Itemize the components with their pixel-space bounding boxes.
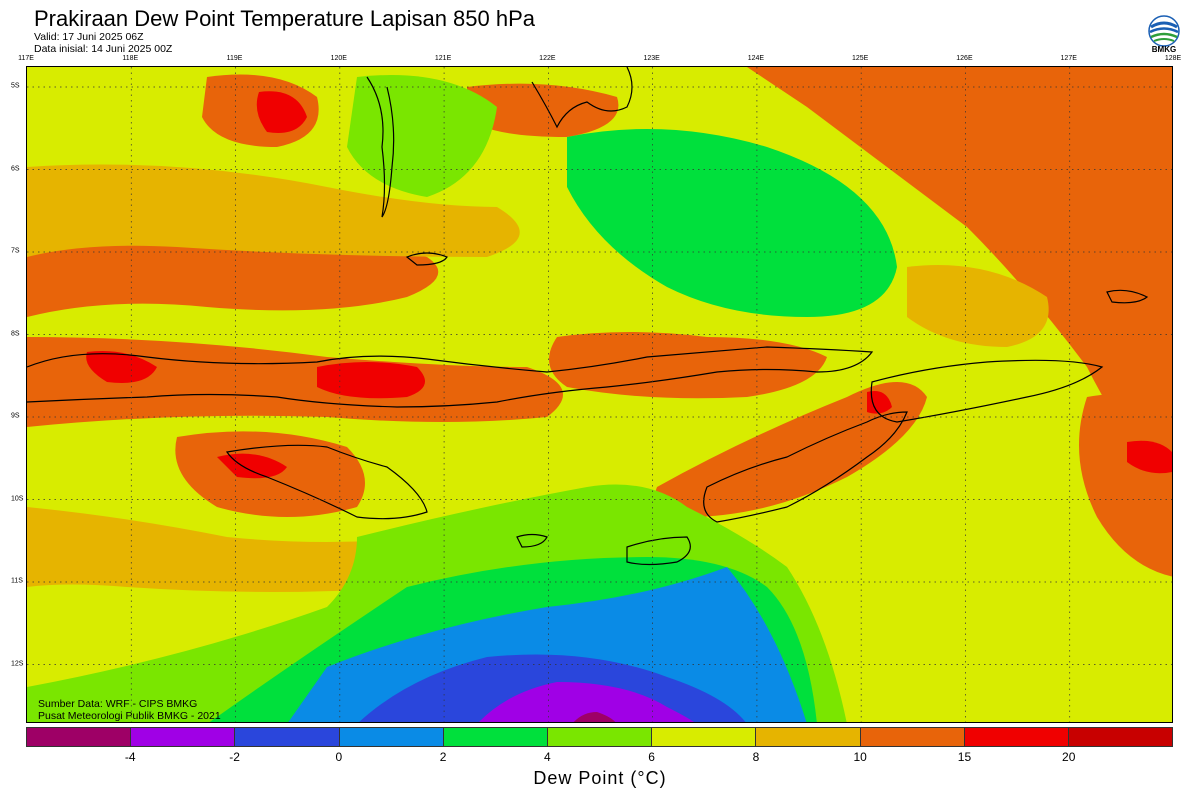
lon-tick-label: 127E [1060,55,1077,62]
legend-tick-label: 0 [335,750,343,764]
field-red-1 [256,91,307,133]
legend-swatch [131,728,236,746]
lat-tick-label: 10S [11,495,24,502]
color-legend-bar [26,727,1173,747]
lon-tick-label: 125E [851,55,869,62]
lat-tick-label: 11S [11,577,23,585]
lat-tick-label: 6S [11,165,20,172]
flores-coast [27,346,874,408]
lat-tick-label: 12S [11,660,24,667]
sumba-coast [225,444,428,520]
lon-tick-label: 126E [956,55,973,62]
field-amber-3 [907,265,1049,347]
sulawesi-coast [366,76,395,218]
legend-swatch [443,728,548,746]
legend-tick-label: 10 [853,750,867,764]
map-title: Prakiraan Dew Point Temperature Lapisan … [34,6,536,31]
lon-tick-label: 124E [747,55,765,62]
lon-tick-label: 128E [1164,55,1182,62]
field-red-2 [317,362,425,399]
legend-tick-label: 15 [957,750,972,764]
field-orange-top [467,83,619,137]
wetar-coast [870,359,1104,423]
lon-tick-label: 122E [539,55,556,62]
lat-tick-label: 9S [11,412,20,420]
timor-coast [703,411,908,523]
legend-label: Dew Point (°C) [533,768,667,788]
graticule [27,67,1172,722]
lon-tick-label: 117E [18,55,34,62]
legend-swatch [235,728,340,746]
field-magenta [573,712,616,722]
savu-coast [516,533,548,548]
legend-swatch [547,728,653,746]
selayar-coast [405,252,448,266]
lat-tick-label: 5S [11,82,20,90]
legend-tick-label: 8 [752,750,760,764]
legend-tick-label: -2 [229,750,240,764]
coastlines [27,67,1149,566]
legend-tick-label: 6 [648,750,655,764]
field-orange-west [27,337,563,427]
bmkg-logo-icon [1148,15,1180,47]
legend-swatch [339,728,444,746]
field-purple [479,682,695,722]
lon-tick-label: 118E [122,55,139,62]
field-red-6 [1127,440,1172,474]
field-orange-timor [655,382,927,517]
field-orange-east [1079,392,1172,577]
legend-swatch [652,728,757,746]
field-orange-ne [747,67,1172,486]
legend-tick-label: 2 [439,750,447,764]
credit-source: Sumber Data: WRF - CIPS BMKG [38,698,198,710]
init-time: Data inisial: 14 Juni 2025 00Z [34,43,173,55]
field-green-center [567,129,897,317]
legend-swatch [27,728,132,746]
field-amber-2 [27,507,448,592]
lon-tick-label: 120E [330,55,347,62]
lon-tick-label: 123E [643,55,660,62]
logo-text: BMKG [1151,45,1177,54]
field-red-3 [86,351,157,383]
lat-tick-label: 8S [11,330,20,337]
lat-tick-label: 7S [11,247,20,255]
roti-coast [626,536,691,566]
field-red-5 [867,391,892,414]
dew-point-map [26,66,1173,723]
legend-swatch [860,728,965,746]
lon-tick-label: 121E [434,55,452,62]
legend-swatch [756,728,861,746]
lon-tick-label: 119E [226,55,243,62]
sulawesi-se-coast [531,67,633,129]
legend-swatch [1068,728,1173,746]
banda-coast [1106,289,1149,304]
field-amber-1 [27,164,520,257]
legend-tick-label: 4 [544,750,551,764]
legend-tick-label: 20 [1062,750,1076,764]
field-green-n [347,75,497,197]
legend-swatch [964,728,1069,746]
legend-tick-label: -4 [124,750,136,764]
field-orange-mid [549,332,827,399]
valid-time: Valid: 17 Juni 2025 06Z [34,31,144,43]
credit-center: Pusat Meteorologi Publik BMKG - 2021 [38,710,221,722]
